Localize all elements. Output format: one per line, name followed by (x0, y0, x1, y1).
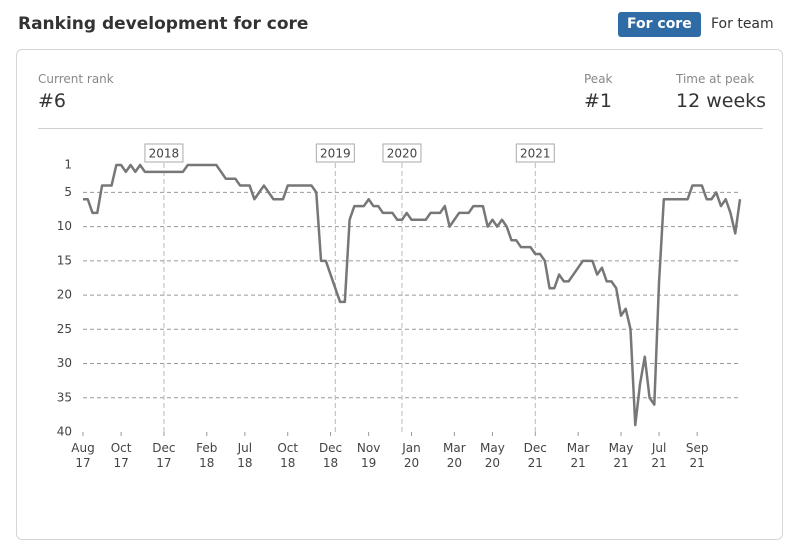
year-label: 2019 (320, 147, 351, 161)
year-box (382, 143, 422, 163)
page-title: Ranking development for core (18, 14, 309, 34)
y-tick-label: 30 (57, 356, 72, 370)
year-box (144, 143, 184, 163)
x-tick-label: Oct 18 (277, 441, 299, 470)
x-tick-label: Jan 20 (402, 441, 421, 470)
y-tick-label: 10 (57, 219, 72, 233)
x-tick-label: May 20 (480, 441, 505, 470)
x-tick-label: Dec 17 (152, 441, 176, 470)
y-tick-label: 25 (57, 322, 72, 336)
y-tick-label: 35 (57, 390, 72, 404)
y-tick-label: 15 (57, 253, 72, 267)
rank-line (83, 163, 742, 427)
stat-value: 12 weeks (676, 90, 767, 112)
stat-label: Current rank (38, 72, 114, 86)
y-tick-label: 40 (57, 425, 72, 439)
x-tick-label: Jul 18 (237, 441, 253, 470)
y-tick-label: 1 (64, 158, 72, 172)
year-label: 2018 (149, 147, 180, 161)
x-tick-label: Feb 18 (196, 441, 218, 470)
separator (38, 128, 763, 129)
x-tick-label: Nov 19 (356, 441, 381, 470)
x-tick-label: Aug 17 (71, 441, 95, 470)
x-tick-label: Mar 21 (566, 441, 590, 470)
stat-value: #1 (584, 90, 613, 112)
x-tick-label: Jul 21 (651, 441, 667, 470)
year-box (515, 143, 555, 163)
x-tick-label: Mar 20 (443, 441, 466, 470)
stat-label: Peak (584, 72, 613, 86)
year-label: 2020 (387, 147, 418, 161)
y-tick-label: 20 (57, 288, 72, 302)
x-tick-label: Sep 21 (685, 441, 709, 470)
stat-label: Time at peak (676, 72, 755, 86)
tab-team[interactable]: For team (711, 16, 774, 32)
tab-core[interactable]: For core (618, 12, 701, 37)
x-tick-label: Oct 17 (110, 441, 132, 470)
y-tick-label: 5 (64, 185, 72, 199)
x-tick-label: May 21 (608, 441, 634, 470)
x-tick-label: Dec 18 (318, 441, 343, 470)
year-box (315, 143, 355, 163)
card (16, 49, 783, 540)
stat-value: #6 (38, 90, 67, 112)
x-tick-label: Dec 21 (523, 441, 547, 470)
year-label: 2021 (520, 147, 551, 161)
